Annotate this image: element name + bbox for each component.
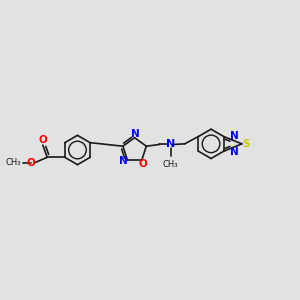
Text: N: N	[230, 131, 238, 141]
Text: N: N	[230, 147, 238, 157]
Text: S: S	[242, 139, 250, 149]
Text: CH₃: CH₃	[6, 158, 21, 167]
Text: N: N	[166, 140, 175, 149]
Text: CH₃: CH₃	[163, 160, 178, 169]
Text: O: O	[26, 158, 35, 168]
Text: N: N	[131, 129, 140, 139]
Text: O: O	[139, 159, 147, 169]
Text: O: O	[38, 135, 47, 145]
Text: N: N	[119, 156, 128, 166]
